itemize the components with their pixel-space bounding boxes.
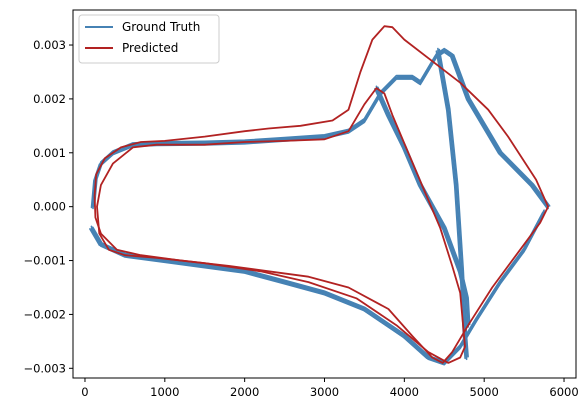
legend-label-predicted: Predicted [122, 41, 178, 55]
x-tick-label: 4000 [390, 385, 419, 399]
x-tick-label: 2000 [230, 385, 259, 399]
ground-truth-line-upper-outer-2 [92, 51, 549, 210]
x-tick-label: 0 [81, 385, 88, 399]
ground-truth-line-lower-inner-4 [438, 48, 469, 358]
ground-truth-line-upper-inner-4 [377, 86, 471, 326]
x-tick-label: 1000 [150, 385, 179, 399]
y-axis: −0.003 −0.002 −0.001 0.000 0.001 0.002 0.003 [23, 38, 73, 375]
ground-truth-line-lower-0 [90, 211, 545, 364]
x-axis: 0 1000 2000 3000 4000 5000 6000 [81, 378, 579, 399]
ground-truth-line-upper-inner-2 [375, 89, 469, 328]
ground-truth-line-lower-inner-3 [435, 50, 466, 360]
x-tick-label: 6000 [549, 385, 578, 399]
x-tick-label: 3000 [310, 385, 339, 399]
ground-truth-line-upper-outer-1 [92, 47, 549, 206]
ground-truth-line-upper-outer-0 [92, 49, 549, 208]
legend: Ground Truth Predicted [78, 14, 220, 64]
y-tick-label: 0.000 [33, 200, 66, 214]
plot-lines [89, 25, 551, 366]
predicted-line-inner [96, 87, 466, 364]
ground-truth-line-upper-outer-4 [93, 48, 551, 207]
plot-frame [72, 9, 577, 379]
legend-box [78, 14, 220, 64]
y-tick-label: −0.002 [23, 307, 66, 321]
ground-truth-line-upper-outer-3 [90, 50, 548, 209]
legend-label-ground-truth: Ground Truth [122, 20, 200, 34]
x-tick-label: 5000 [470, 385, 499, 399]
y-tick-label: 0.001 [33, 146, 66, 160]
y-tick-label: −0.001 [23, 254, 66, 268]
y-tick-label: 0.002 [33, 92, 66, 106]
ground-truth-line-upper-inner-1 [375, 85, 469, 325]
ground-truth-line-upper-inner-3 [374, 88, 468, 327]
y-tick-label: −0.003 [23, 361, 66, 375]
predicted-line-outer [93, 25, 549, 364]
ground-truth-line-lower-3 [89, 212, 544, 365]
y-tick-label: 0.003 [33, 38, 66, 52]
